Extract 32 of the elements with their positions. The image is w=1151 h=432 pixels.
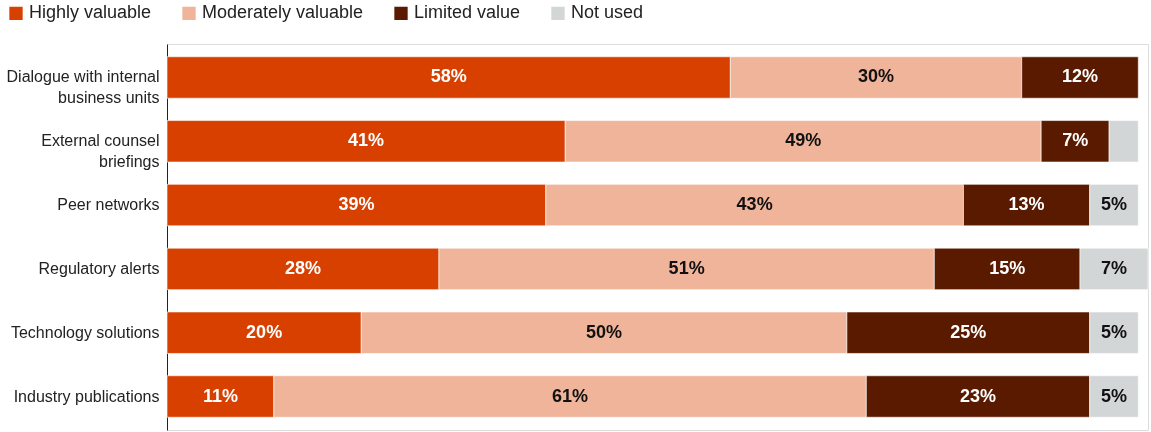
data-label: 15% xyxy=(989,257,1026,278)
data-label: 13% xyxy=(1008,194,1045,215)
y-tick-label: Dialogue with internal business units xyxy=(6,68,160,107)
y-tick-label: Peer networks xyxy=(57,196,160,214)
data-label: 49% xyxy=(785,130,822,151)
data-label: 23% xyxy=(960,385,997,406)
data-label: 5% xyxy=(1101,194,1128,215)
y-tick-label: Industry publications xyxy=(13,387,160,405)
data-label: 51% xyxy=(668,257,705,278)
legend-label: Highly valuable xyxy=(29,2,152,23)
data-label: 28% xyxy=(284,257,321,278)
data-label: 30% xyxy=(858,66,895,87)
data-label: 5% xyxy=(1101,321,1128,342)
data-label: 61% xyxy=(552,385,589,406)
data-label: 50% xyxy=(586,321,623,342)
data-label: 39% xyxy=(338,194,375,215)
data-label: 43% xyxy=(736,194,773,215)
data-label: 5% xyxy=(1101,385,1128,406)
data-label: 11% xyxy=(202,385,238,406)
legend-label: Moderately valuable xyxy=(202,2,364,23)
data-label: 12% xyxy=(1061,66,1099,87)
data-label: 7% xyxy=(1062,130,1089,151)
legend-label: Not used xyxy=(571,2,644,23)
y-tick-label: External counsel briefings xyxy=(41,132,160,171)
y-tick-label: Regulatory alerts xyxy=(38,259,160,277)
data-label: 20% xyxy=(246,321,283,342)
data-label: 25% xyxy=(950,321,987,342)
y-tick-label: Technology solutions xyxy=(10,323,160,341)
data-label: 58% xyxy=(430,66,467,87)
legend-label: Limited value xyxy=(414,2,521,23)
data-label: 41% xyxy=(348,130,385,151)
data-label: 7% xyxy=(1101,257,1128,278)
